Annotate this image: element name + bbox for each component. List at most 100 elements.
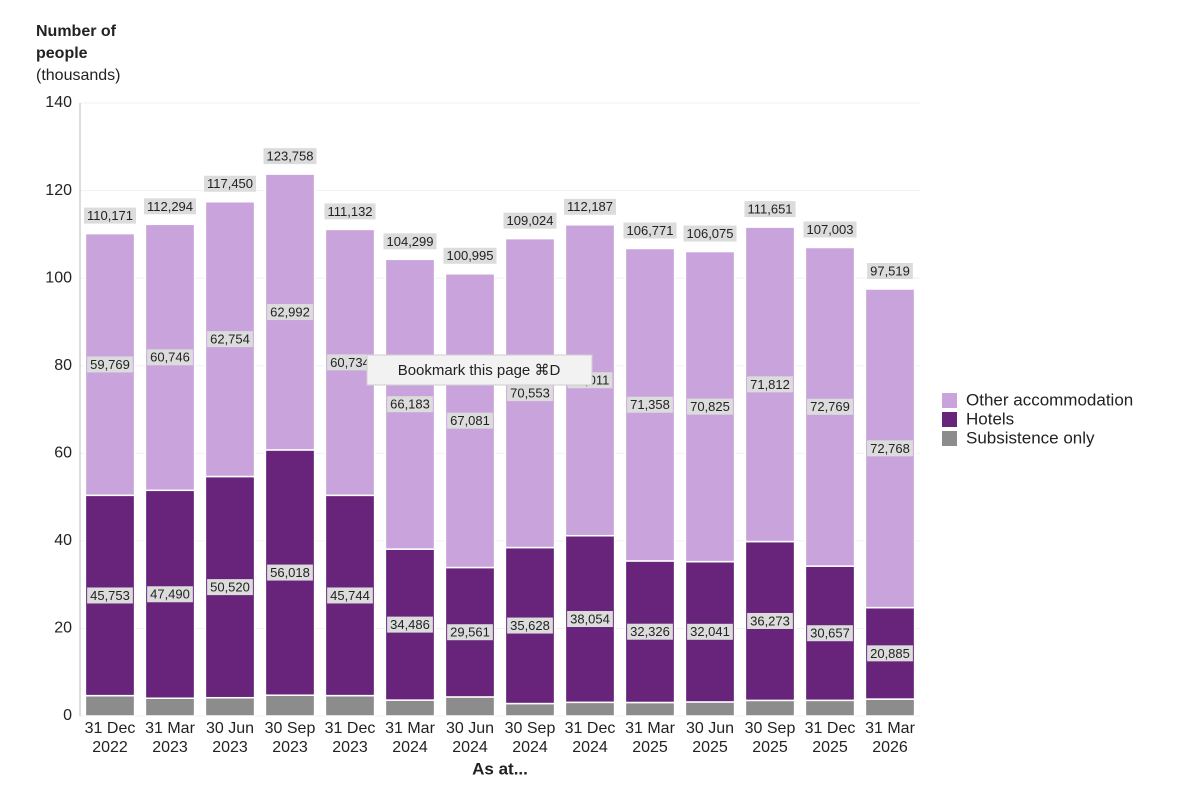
bar-segment [384, 699, 436, 717]
bar-segment [624, 701, 676, 717]
value-label-box [623, 222, 677, 239]
bar-segment [684, 701, 736, 717]
value-label: 45,753 [90, 588, 130, 603]
value-label: 36,273 [750, 613, 790, 628]
x-tick-label: 2024 [392, 739, 428, 756]
tooltip-box [366, 354, 593, 386]
value-label: 112,294 [147, 199, 193, 214]
legend-label: Subsistence only [966, 428, 1095, 447]
value-label-box [263, 148, 317, 165]
value-label: 32,326 [630, 624, 670, 639]
value-label: 70,825 [690, 399, 730, 414]
x-tick-label: 2022 [92, 739, 128, 756]
value-label-box [747, 612, 793, 629]
value-label-box [207, 331, 253, 348]
value-label-box [327, 354, 373, 371]
plot: 0 20 40 60 80 100 120 140 45,753 59,769 110,171 31 … [45, 94, 1133, 756]
value-label-box [147, 586, 193, 603]
value-label: 30,657 [810, 626, 850, 641]
x-tick-label: 31 Dec [325, 720, 376, 737]
legend-swatch [942, 393, 957, 408]
value-label: 71,812 [750, 377, 790, 392]
value-label-box [387, 396, 433, 413]
x-tick-label: 2023 [152, 739, 188, 756]
legend-swatch [942, 431, 957, 446]
value-label: 34,486 [390, 617, 430, 632]
value-label: 59,769 [90, 357, 130, 372]
value-label: 111,651 [747, 202, 792, 217]
value-label-box [267, 304, 313, 321]
bar-segment [504, 702, 556, 717]
value-label: 62,754 [210, 332, 250, 347]
value-label-box [807, 398, 853, 415]
x-tick-label: 30 Sep [265, 720, 316, 737]
value-label: 50,520 [210, 580, 250, 595]
value-label-box [563, 198, 617, 215]
bar-segment [864, 698, 916, 717]
value-label-box [447, 412, 493, 429]
value-label-box [507, 617, 553, 634]
value-label: 47,490 [150, 587, 190, 602]
value-label-box [687, 398, 733, 415]
value-label-box [387, 616, 433, 633]
y-axis-unit: (thousands) [36, 67, 121, 84]
x-tick-label: 31 Mar [625, 720, 675, 737]
bar-segment [144, 697, 196, 717]
value-label: 111,132 [327, 204, 372, 219]
value-label: 70,553 [510, 386, 550, 401]
x-tick-label: 30 Jun [686, 720, 734, 737]
value-label-box [807, 625, 853, 642]
legend-swatch [942, 412, 957, 427]
value-label: 97,519 [870, 263, 910, 278]
bar-segment [444, 696, 496, 717]
value-label-box [447, 624, 493, 641]
value-label: 106,771 [627, 223, 674, 238]
value-label-box [267, 564, 313, 581]
value-label-box [627, 623, 673, 640]
value-label: 117,450 [207, 176, 253, 191]
x-tick-label: 30 Jun [446, 720, 494, 737]
value-label: 123,758 [267, 149, 314, 164]
value-label: 35,628 [510, 618, 550, 633]
x-tick-label: 2025 [752, 739, 788, 756]
y-tick-label: 0 [63, 707, 72, 724]
value-label-box [83, 207, 137, 224]
y-tick-label: 20 [54, 620, 72, 637]
bar-segment [84, 694, 136, 717]
value-label: 112,187 [567, 199, 613, 214]
x-tick-label: 2026 [872, 739, 908, 756]
value-label: 72,768 [870, 441, 910, 456]
y-tick-label: 40 [54, 532, 72, 549]
bar-segment [264, 694, 316, 717]
value-label-box [744, 201, 796, 218]
y-tick-label: 60 [54, 445, 72, 462]
x-tick-label: 2023 [332, 739, 368, 756]
y-tick-label: 120 [45, 182, 72, 199]
legend-label: Other accommodation [966, 390, 1133, 409]
value-label: 106,075 [687, 226, 734, 241]
value-label-box [747, 376, 793, 393]
legend-label: Hotels [966, 409, 1014, 428]
value-label-box [87, 356, 133, 373]
value-label-box [383, 233, 437, 250]
value-label: 56,018 [270, 565, 310, 580]
x-tick-label: 30 Jun [206, 720, 254, 737]
y-axis-title: Number of [36, 23, 117, 40]
value-label: 20,885 [870, 646, 910, 661]
bar-segment [324, 694, 376, 717]
bar-segment [804, 699, 856, 717]
value-label: 45,744 [330, 588, 370, 603]
value-label-box [207, 579, 253, 596]
value-label: 60,746 [150, 350, 190, 365]
value-label-box [507, 385, 553, 402]
x-axis-title: As at... [472, 759, 528, 778]
y-tick-label: 140 [45, 94, 72, 111]
x-tick-label: 2025 [632, 739, 668, 756]
bar-segment [564, 701, 616, 717]
value-label: 62,992 [270, 304, 310, 319]
x-tick-label: 31 Dec [805, 720, 856, 737]
x-tick-label: 31 Mar [385, 720, 435, 737]
value-label-box [567, 611, 613, 628]
value-label: 72,769 [810, 399, 850, 414]
